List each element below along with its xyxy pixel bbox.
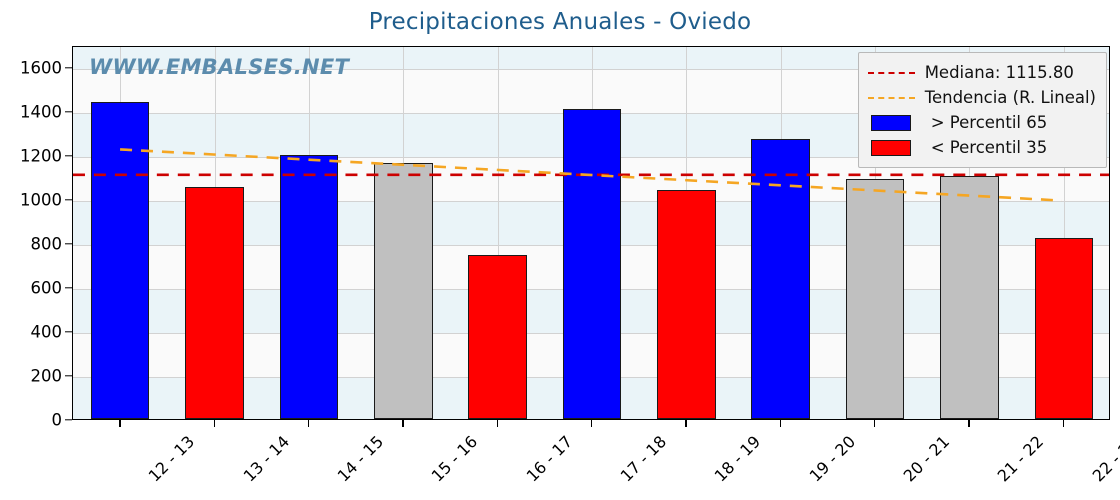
y-axis-tick-mark — [65, 67, 72, 69]
legend-item-above-p65[interactable]: > Percentil 65 — [868, 110, 1096, 135]
x-axis-tick-mark — [779, 420, 782, 427]
x-axis-tick-mark — [119, 420, 121, 427]
chart-title: Precipitaciones Anuales - Oviedo — [368, 9, 752, 35]
y-axis-tick-mark — [65, 287, 72, 289]
x-axis-tick-label: 12 - 13 — [144, 432, 199, 486]
color-swatch-icon — [871, 139, 912, 156]
legend-key-icon — [868, 114, 915, 131]
gridline-vertical — [497, 47, 499, 419]
legend-item-label: Tendencia (R. Lineal) — [924, 88, 1096, 107]
bar[interactable] — [845, 178, 905, 419]
y-axis-tick-label: 800 — [30, 234, 63, 254]
y-axis-tick-mark — [65, 155, 72, 157]
x-axis-tick-mark — [968, 420, 970, 427]
x-axis-tick-mark — [1062, 420, 1065, 427]
trend-line — [120, 148, 1062, 202]
reference-lines-layer — [73, 47, 1109, 419]
gridline-horizontal — [73, 69, 1109, 70]
dashed-line-icon — [867, 71, 915, 74]
x-axis-tick-mark — [496, 420, 499, 427]
legend-item-label: > Percentil 65 — [930, 113, 1048, 132]
y-axis-tick-mark — [65, 199, 72, 201]
color-swatch-icon — [871, 114, 912, 131]
y-axis-tick-mark — [65, 419, 72, 421]
gridline-vertical — [1063, 47, 1065, 419]
legend-item-label: < Percentil 35 — [930, 138, 1048, 157]
y-axis-tick-label: 1200 — [20, 146, 62, 166]
y-axis-tick-mark — [65, 243, 72, 245]
x-axis-tick-label: 22 - 23 — [1088, 432, 1120, 486]
bar[interactable] — [374, 163, 433, 419]
background-band — [73, 47, 1109, 69]
x-axis-tick-mark — [591, 420, 593, 427]
dashed-line-icon — [867, 96, 915, 99]
x-axis-tick-label: 20 - 21 — [899, 432, 954, 486]
bar[interactable] — [1034, 237, 1094, 419]
y-axis-tick-label: 1600 — [20, 58, 62, 78]
bar[interactable] — [90, 102, 150, 419]
x-axis-tick-label: 14 - 15 — [333, 432, 388, 486]
legend-key-icon — [867, 71, 915, 74]
x-axis-tick-label: 19 - 20 — [805, 432, 859, 486]
chart-legend: Mediana: 1115.80 Tendencia (R. Lineal) > P… — [857, 52, 1107, 168]
x-axis-tick-label: 17 - 18 — [616, 432, 671, 486]
y-axis-tick-mark — [65, 111, 72, 113]
x-axis-tick-mark — [685, 420, 687, 427]
y-axis-tick-label: 400 — [30, 322, 63, 342]
legend-key-icon — [868, 139, 915, 156]
bar[interactable] — [657, 190, 716, 419]
x-axis-tick-mark — [402, 420, 404, 427]
x-axis-tick-mark — [307, 420, 310, 427]
y-axis-tick-label: 600 — [30, 278, 63, 298]
y-axis-tick-mark — [65, 375, 72, 377]
legend-item-label: Mediana: 1115.80 — [924, 63, 1074, 82]
bars-layer — [73, 47, 1109, 419]
x-axis-tick-label: 13 - 14 — [239, 432, 293, 486]
y-axis-tick-label: 0 — [51, 410, 63, 430]
x-axis-tick-label: 21 - 22 — [994, 432, 1048, 486]
x-axis-tick-mark — [874, 420, 876, 427]
y-axis-tick-mark — [65, 331, 72, 333]
background-band-layer — [73, 47, 1109, 419]
bar[interactable] — [562, 108, 622, 419]
bar[interactable] — [279, 155, 339, 419]
y-axis-tick-label: 1400 — [20, 102, 62, 122]
x-axis-tick-label: 18 - 19 — [710, 432, 765, 486]
bar[interactable] — [185, 186, 244, 419]
legend-key-icon — [867, 96, 915, 99]
x-axis-tick-mark — [213, 420, 215, 427]
y-axis-tick-label: 200 — [30, 366, 63, 386]
legend-item-trend[interactable]: Tendencia (R. Lineal) — [867, 85, 1096, 110]
bar[interactable] — [468, 255, 527, 419]
bar[interactable] — [940, 175, 999, 419]
legend-item-median[interactable]: Mediana: 1115.80 — [867, 60, 1096, 85]
y-axis-tick-label: 1000 — [20, 190, 62, 210]
x-axis-tick-label: 15 - 16 — [427, 432, 482, 486]
legend-item-below-p35[interactable]: < Percentil 35 — [868, 135, 1096, 160]
x-axis-tick-label: 16 - 17 — [522, 432, 576, 486]
